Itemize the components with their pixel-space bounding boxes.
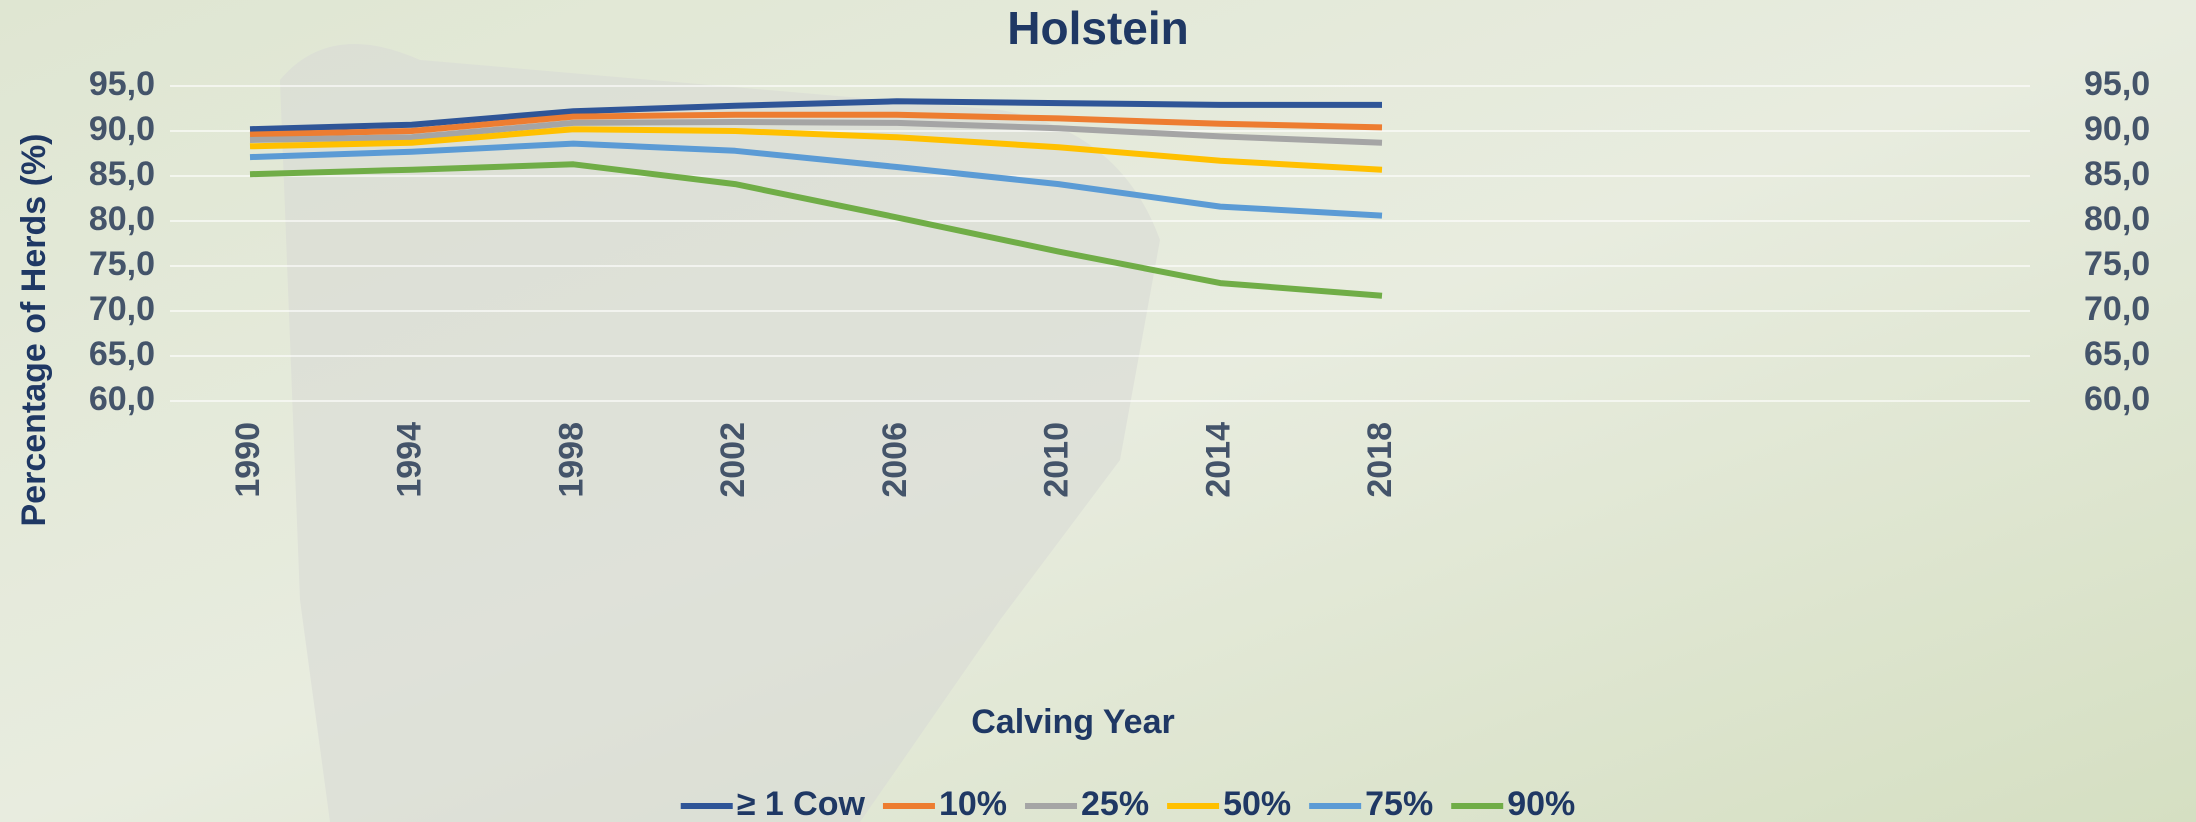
x-tick-label: 1994 [391, 422, 429, 498]
y-tick-label: 75,0 [89, 245, 155, 283]
series-line [249, 119, 1383, 146]
y-tick-label: 65,0 [89, 335, 155, 373]
legend-label: 10% [939, 785, 1007, 822]
x-tick-label: 2006 [876, 422, 914, 498]
legend-label: 25% [1081, 785, 1149, 822]
series-line [249, 161, 1383, 299]
chart-title: Holstein [1007, 2, 1188, 54]
y2-tick-label: 85,0 [2084, 155, 2150, 193]
y-tick-label: 90,0 [89, 110, 155, 148]
x-tick-label: 2018 [1361, 422, 1399, 498]
series-line [249, 98, 1382, 133]
cow-silhouette [280, 44, 1160, 822]
y2-tick-label: 95,0 [2084, 65, 2150, 103]
legend-label: ≥ 1 Cow [737, 785, 866, 822]
y-tick-label: 95,0 [89, 65, 155, 103]
y-tick-label: 60,0 [89, 380, 155, 418]
y-tick-label: 70,0 [89, 290, 155, 328]
legend-label: 75% [1365, 785, 1433, 822]
y-tick-label: 85,0 [89, 155, 155, 193]
y2-tick-label: 75,0 [2084, 245, 2150, 283]
y2-tick-label: 70,0 [2084, 290, 2150, 328]
legend-label: 50% [1223, 785, 1291, 822]
series-line [249, 111, 1383, 138]
series-line [249, 140, 1383, 219]
y2-tick-label: 65,0 [2084, 335, 2150, 373]
x-tick-label: 2002 [714, 422, 752, 498]
x-tick-label: 1990 [229, 422, 267, 498]
series-line [249, 126, 1383, 173]
x-axis-title: Calving Year [971, 703, 1175, 741]
y2-tick-label: 90,0 [2084, 110, 2150, 148]
y2-tick-label: 60,0 [2084, 380, 2150, 418]
legend-label: 90% [1507, 785, 1575, 822]
x-tick-label: 2010 [1038, 422, 1076, 498]
x-tick-label: 2014 [1199, 422, 1237, 498]
y-tick-label: 80,0 [89, 200, 155, 238]
y-axis-title: Percentage of Herds (%) [15, 134, 53, 527]
y2-tick-label: 80,0 [2084, 200, 2150, 238]
x-tick-label: 1998 [552, 422, 590, 498]
